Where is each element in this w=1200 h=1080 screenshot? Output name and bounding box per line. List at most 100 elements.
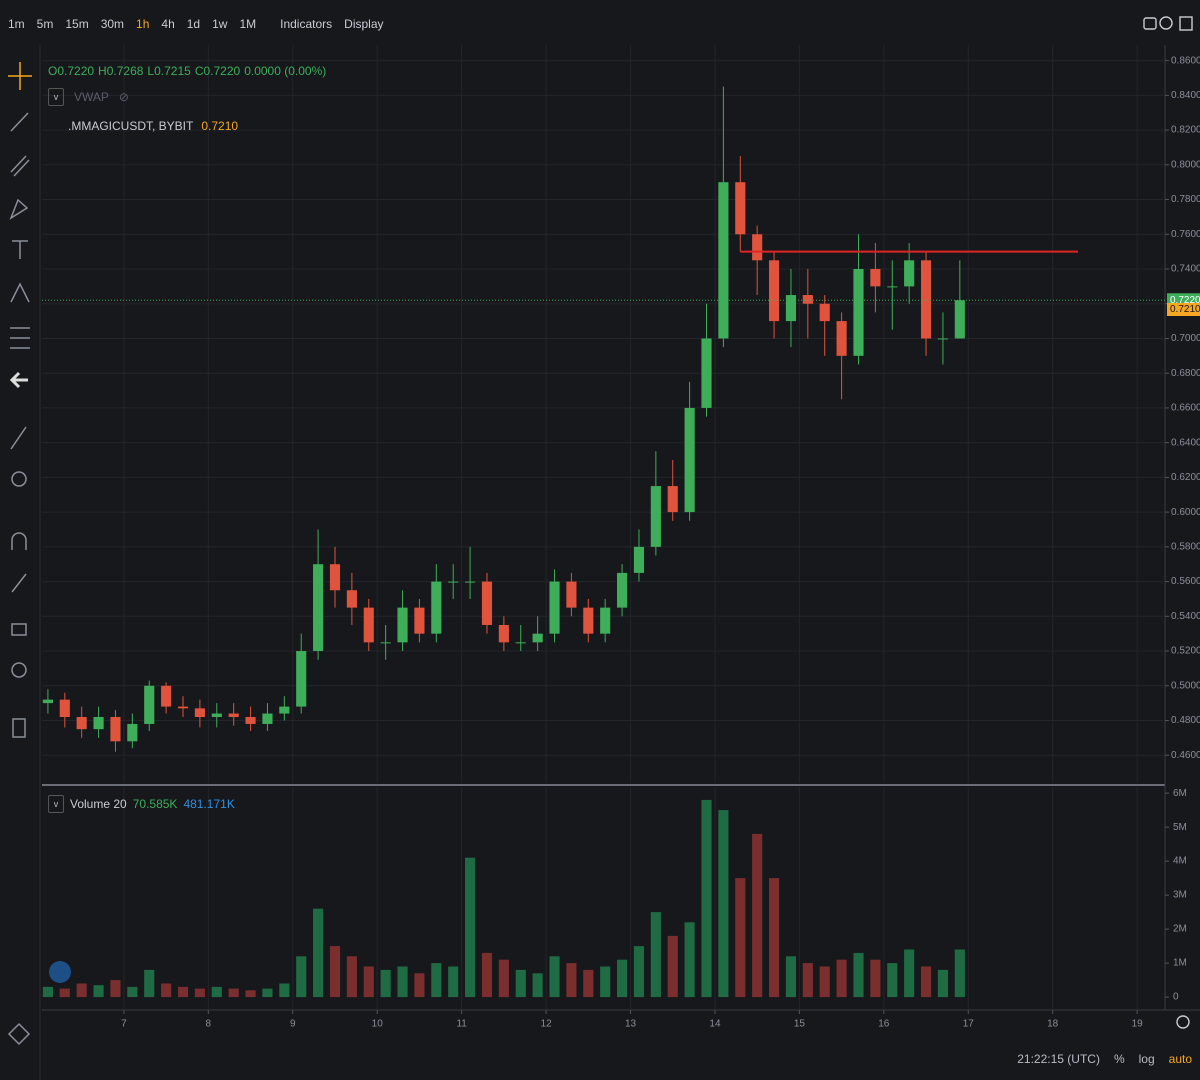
- text-tool[interactable]: [12, 240, 28, 259]
- hide-tool[interactable]: [11, 662, 27, 678]
- fib-tool[interactable]: [10, 155, 30, 177]
- menu-button[interactable]: Indicators: [280, 17, 333, 31]
- ohlc-value: O0.7220: [48, 64, 95, 78]
- crosshair-tool[interactable]: [8, 62, 32, 90]
- candle-body: [802, 295, 813, 304]
- screenshot-button[interactable]: [1143, 17, 1157, 30]
- volume-bar: [279, 983, 290, 998]
- candle: [667, 460, 678, 521]
- candle: [448, 564, 459, 599]
- zoom-tool[interactable]: [11, 471, 27, 487]
- volume-ma-value: 481.171K: [183, 797, 235, 811]
- candle-body: [414, 607, 425, 634]
- candle: [532, 616, 543, 652]
- fullscreen-button[interactable]: [1179, 16, 1193, 31]
- candle-body: [481, 581, 493, 625]
- candle: [566, 572, 577, 617]
- candle-body: [785, 295, 797, 322]
- y-tick-label: 0.7600: [1171, 229, 1200, 240]
- x-tick-label: 18: [1047, 1019, 1059, 1030]
- x-tick-label: 7: [121, 1019, 127, 1030]
- x-tick-label: 8: [206, 1019, 212, 1030]
- candle: [718, 86, 729, 348]
- candle-body: [887, 286, 898, 288]
- ohlc-value: H0.7268: [98, 64, 144, 78]
- y-tick-label: 0.5800: [1171, 541, 1200, 552]
- candle: [870, 242, 881, 313]
- interval-button[interactable]: 1h: [136, 17, 150, 31]
- y-tick-label: 0.8400: [1171, 90, 1200, 101]
- candle-body: [59, 699, 70, 718]
- interval-button[interactable]: 5m: [36, 17, 54, 31]
- ohlc-value: 0.0000 (0.00%): [244, 64, 327, 78]
- pattern-tool[interactable]: [10, 282, 30, 303]
- volume-legend: v Volume 20 70.585K 481.171K: [48, 795, 235, 813]
- scale-button[interactable]: log: [1138, 1052, 1155, 1066]
- x-tick-label: 10: [372, 1019, 384, 1030]
- lock-tool[interactable]: [11, 623, 27, 636]
- candle-body: [650, 486, 661, 547]
- candle-body: [954, 300, 965, 339]
- y-tick-label: 0.7400: [1171, 264, 1200, 275]
- candle-body: [684, 407, 695, 513]
- hidden-icon[interactable]: ⊘: [118, 90, 129, 104]
- brush-tool[interactable]: [9, 198, 29, 220]
- y-tick-label: 0.5600: [1171, 576, 1200, 587]
- interval-button[interactable]: 1d: [186, 17, 201, 31]
- candle-body: [617, 572, 628, 608]
- stay-drawing-tool[interactable]: [11, 573, 27, 593]
- volume-bar: [836, 959, 847, 998]
- interval-button[interactable]: 1m: [8, 17, 25, 31]
- candle: [887, 260, 898, 330]
- candle: [313, 529, 324, 660]
- left-toolbar[interactable]: [7, 62, 32, 1046]
- magnet-tool[interactable]: [11, 532, 27, 550]
- volume-bar: [853, 952, 864, 998]
- candle: [431, 564, 442, 643]
- interval-button[interactable]: 15m: [65, 17, 89, 31]
- volume-bar: [650, 912, 661, 998]
- volume-bar: [701, 799, 712, 998]
- menu-button[interactable]: Display: [344, 17, 384, 31]
- collapse-button[interactable]: v: [48, 88, 64, 106]
- back-tool[interactable]: [9, 371, 28, 389]
- candle-body: [76, 717, 87, 730]
- interval-button[interactable]: 4h: [161, 17, 175, 31]
- y-tick-label: 6M: [1173, 788, 1187, 799]
- volume-bar: [262, 988, 273, 998]
- volume-bar: [904, 949, 915, 998]
- interval-button[interactable]: 1w: [212, 17, 228, 31]
- candle-body: [667, 486, 678, 513]
- axis-settings-button[interactable]: [1176, 1015, 1190, 1029]
- interval-button[interactable]: 30m: [100, 17, 125, 31]
- volume-bar: [481, 952, 493, 998]
- volume-bar: [566, 963, 577, 998]
- x-tick-label: 12: [541, 1019, 553, 1030]
- y-tick-label: 0.6600: [1171, 403, 1200, 414]
- line-tool[interactable]: [10, 112, 29, 132]
- candle-body: [768, 260, 780, 322]
- y-tick-label: 3M: [1173, 890, 1187, 901]
- candle: [177, 696, 189, 718]
- candle: [633, 529, 645, 582]
- volume-bar: [363, 966, 374, 998]
- candle-body: [194, 708, 205, 718]
- top-right-icons[interactable]: [1143, 16, 1193, 1029]
- candle: [836, 312, 847, 400]
- candle: [211, 703, 222, 728]
- clock: 21:22:15 (UTC): [1017, 1052, 1100, 1066]
- settings-button[interactable]: [1159, 16, 1173, 30]
- collapse-button[interactable]: v: [48, 795, 64, 813]
- candle-body: [127, 723, 138, 742]
- measure-tool[interactable]: [10, 327, 30, 349]
- scale-button[interactable]: %: [1113, 1052, 1125, 1066]
- ruler-tool[interactable]: [10, 426, 27, 450]
- volume-bar: [414, 973, 425, 998]
- delete-tool[interactable]: [12, 718, 26, 738]
- layers-tool[interactable]: [7, 1022, 31, 1046]
- candle-body: [735, 182, 746, 235]
- volume-bar: [802, 963, 813, 998]
- candle-body: [870, 269, 881, 287]
- scale-button[interactable]: auto: [1168, 1052, 1192, 1066]
- interval-button[interactable]: 1M: [239, 17, 257, 31]
